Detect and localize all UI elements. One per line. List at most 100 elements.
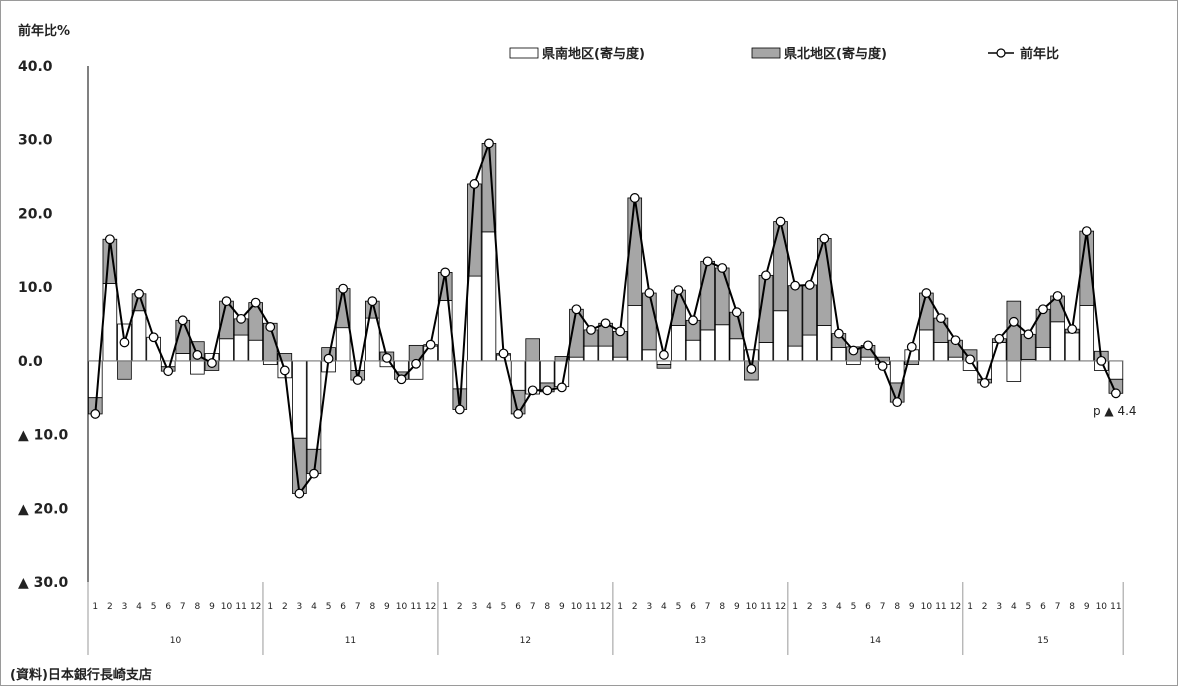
month-tick-label: 11: [585, 602, 596, 612]
bar-north: [714, 267, 730, 326]
bar-south: [175, 353, 191, 362]
bar-south: [714, 324, 730, 362]
month-tick-label: 9: [1084, 602, 1090, 612]
month-tick-label: 5: [1026, 602, 1032, 612]
yoy-point: [542, 385, 553, 396]
month-tick-label: 12: [950, 602, 961, 612]
month-tick-label: 10: [746, 602, 758, 612]
month-tick-label: 5: [501, 602, 507, 612]
month-tick-label: 12: [600, 602, 611, 612]
yoy-point: [527, 385, 538, 396]
month-tick-label: 11: [935, 602, 946, 612]
month-tick-label: 7: [530, 602, 536, 612]
yoy-point: [804, 280, 815, 290]
bar-south: [787, 345, 803, 362]
yoy-point: [863, 340, 873, 351]
y-axis-ticks: 40.0 30.0 20.0 10.0 0.0 ▲ 10.0 ▲ 20.0 ▲ 30.0: [18, 59, 68, 591]
month-tick-label: 1: [442, 602, 448, 612]
yoy-point: [556, 382, 567, 393]
month-tick-label: 10: [921, 602, 933, 612]
month-tick-label: 4: [486, 602, 492, 612]
bar-south: [350, 360, 366, 371]
y-tick-label: 0.0: [18, 354, 43, 370]
yoy-point: [1052, 291, 1063, 301]
yoy-point: [367, 296, 378, 307]
yoy-point: [221, 296, 232, 307]
bar-south: [642, 349, 657, 362]
last-value-annotation: p ▲ 4.4: [1093, 404, 1137, 418]
month-tick-label: 4: [311, 602, 317, 612]
yoy-point: [134, 288, 144, 299]
legend-label-south: 県南地区(寄与度): [542, 46, 645, 62]
month-tick-label: 4: [836, 602, 842, 612]
month-tick-label: 2: [807, 602, 813, 612]
yoy-point: [877, 361, 888, 371]
bar-south: [919, 329, 934, 362]
yoy-point: [148, 332, 159, 343]
yoy-point: [644, 288, 655, 298]
month-tick-label: 10: [1096, 602, 1108, 612]
month-tick-label: 9: [209, 602, 215, 612]
month-tick-label: 6: [690, 602, 696, 612]
bar-south: [671, 325, 686, 362]
yoy-point: [90, 409, 101, 419]
yoy-point: [994, 333, 1005, 344]
month-tick-label: 2: [107, 602, 113, 612]
yoy-point: [688, 315, 698, 326]
bar-north: [787, 285, 803, 347]
yoy-point: [265, 322, 276, 332]
legend-swatch-north: [751, 47, 781, 59]
legend-label-north: 県北地区(寄与度): [784, 46, 887, 62]
month-tick-label: 7: [705, 602, 711, 612]
month-tick-label: 3: [996, 602, 1002, 612]
bar-south: [569, 356, 584, 362]
yoy-point: [1067, 324, 1078, 335]
legend-circle-marker: [996, 48, 1006, 58]
y-axis-title: 前年比%: [18, 23, 70, 39]
bar-south: [933, 342, 949, 362]
bar-north: [642, 292, 657, 351]
bar-south: [846, 360, 861, 365]
month-tick-label: 10: [221, 602, 233, 612]
yoy-point: [965, 354, 975, 365]
month-tick-label: 11: [760, 602, 771, 612]
bar-north: [1006, 300, 1022, 362]
bar-north: [117, 360, 132, 380]
bar-south: [831, 347, 847, 362]
month-tick-label: 6: [865, 602, 871, 612]
year-tick-label: 10: [170, 636, 182, 646]
bar-south: [1050, 321, 1065, 362]
y-tick-label: ▲ 10.0: [18, 428, 68, 444]
bar-south: [1006, 360, 1022, 382]
yoy-point: [207, 358, 217, 368]
month-tick-label: 2: [982, 602, 988, 612]
year-tick-label: 15: [1037, 636, 1048, 646]
bar-north: [525, 338, 540, 362]
yoy-point: [1023, 329, 1034, 340]
bar-north: [700, 260, 715, 331]
bar-south: [612, 356, 628, 362]
yoy-point: [833, 328, 844, 339]
bar-south: [335, 327, 351, 362]
month-tick-label: 7: [880, 602, 886, 612]
month-tick-label: 6: [165, 602, 171, 612]
yoy-point: [440, 267, 451, 278]
bar-south: [889, 360, 905, 384]
bar-south: [262, 360, 278, 365]
yoy-point: [746, 364, 757, 374]
month-tick-label: 1: [792, 602, 798, 612]
bar-south: [1064, 332, 1080, 362]
yoy-point: [454, 404, 465, 415]
month-tick-label: 1: [617, 602, 623, 612]
bar-south: [394, 360, 409, 373]
bar-south: [685, 339, 701, 362]
yoy-point: [950, 335, 961, 346]
bar-south: [539, 360, 555, 384]
yoy-point: [979, 378, 990, 388]
month-tick-label: 7: [1055, 602, 1061, 612]
bar-south: [860, 356, 876, 362]
yoy-point: [1096, 355, 1107, 366]
month-tick-label: 6: [340, 602, 346, 612]
bar-south: [948, 356, 963, 362]
bar-south: [1035, 347, 1051, 362]
